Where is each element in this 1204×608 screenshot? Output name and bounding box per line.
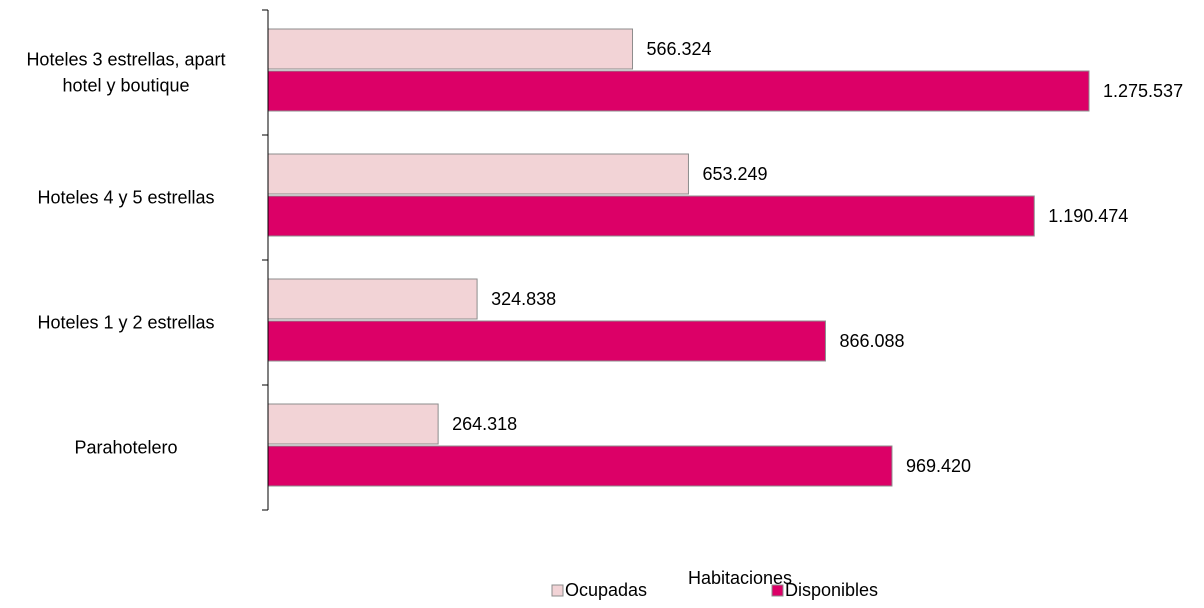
data-label: 264.318 — [452, 414, 517, 434]
data-label: 1.190.474 — [1048, 206, 1128, 226]
bar-ocupadas-3 — [267, 403, 439, 445]
bar-ocupadas-0 — [267, 28, 634, 70]
bar-disponibles-0 — [267, 70, 1090, 112]
legend-label-disponibles: Disponibles — [785, 580, 878, 600]
legend-label-ocupadas: Ocupadas — [565, 580, 647, 600]
category-label: hotel y boutique — [62, 76, 189, 96]
legend-swatch-disponibles — [771, 584, 784, 597]
category-label: Hoteles 1 y 2 estrellas — [37, 313, 214, 333]
bar-disponibles-3 — [267, 445, 893, 487]
data-label: 653.249 — [702, 164, 767, 184]
bar-ocupadas-1 — [267, 153, 689, 195]
legend-swatch-ocupadas — [551, 584, 564, 597]
data-label: 1.275.537 — [1103, 81, 1183, 101]
legend: Ocupadas Disponibles — [551, 580, 878, 600]
category-axis: Hoteles 3 estrellas, apart hotel y boutiq… — [26, 9, 269, 511]
bar-disponibles-2 — [267, 320, 826, 362]
x-axis-title: Habitaciones — [688, 568, 792, 588]
category-label: Parahotelero — [74, 438, 177, 458]
bar-ocupadas-2 — [267, 278, 478, 320]
data-label: 566.324 — [647, 39, 712, 59]
category-label: Hoteles 3 estrellas, apart — [26, 50, 225, 70]
bar-disponibles-1 — [267, 195, 1035, 237]
data-label: 324.838 — [491, 289, 556, 309]
data-label: 866.088 — [839, 331, 904, 351]
data-label: 969.420 — [906, 456, 971, 476]
plot-area: 566.324 1.275.537 653.249 1.190.474 324.838 8… — [267, 28, 1183, 487]
category-label: Hoteles 4 y 5 estrellas — [37, 188, 214, 208]
